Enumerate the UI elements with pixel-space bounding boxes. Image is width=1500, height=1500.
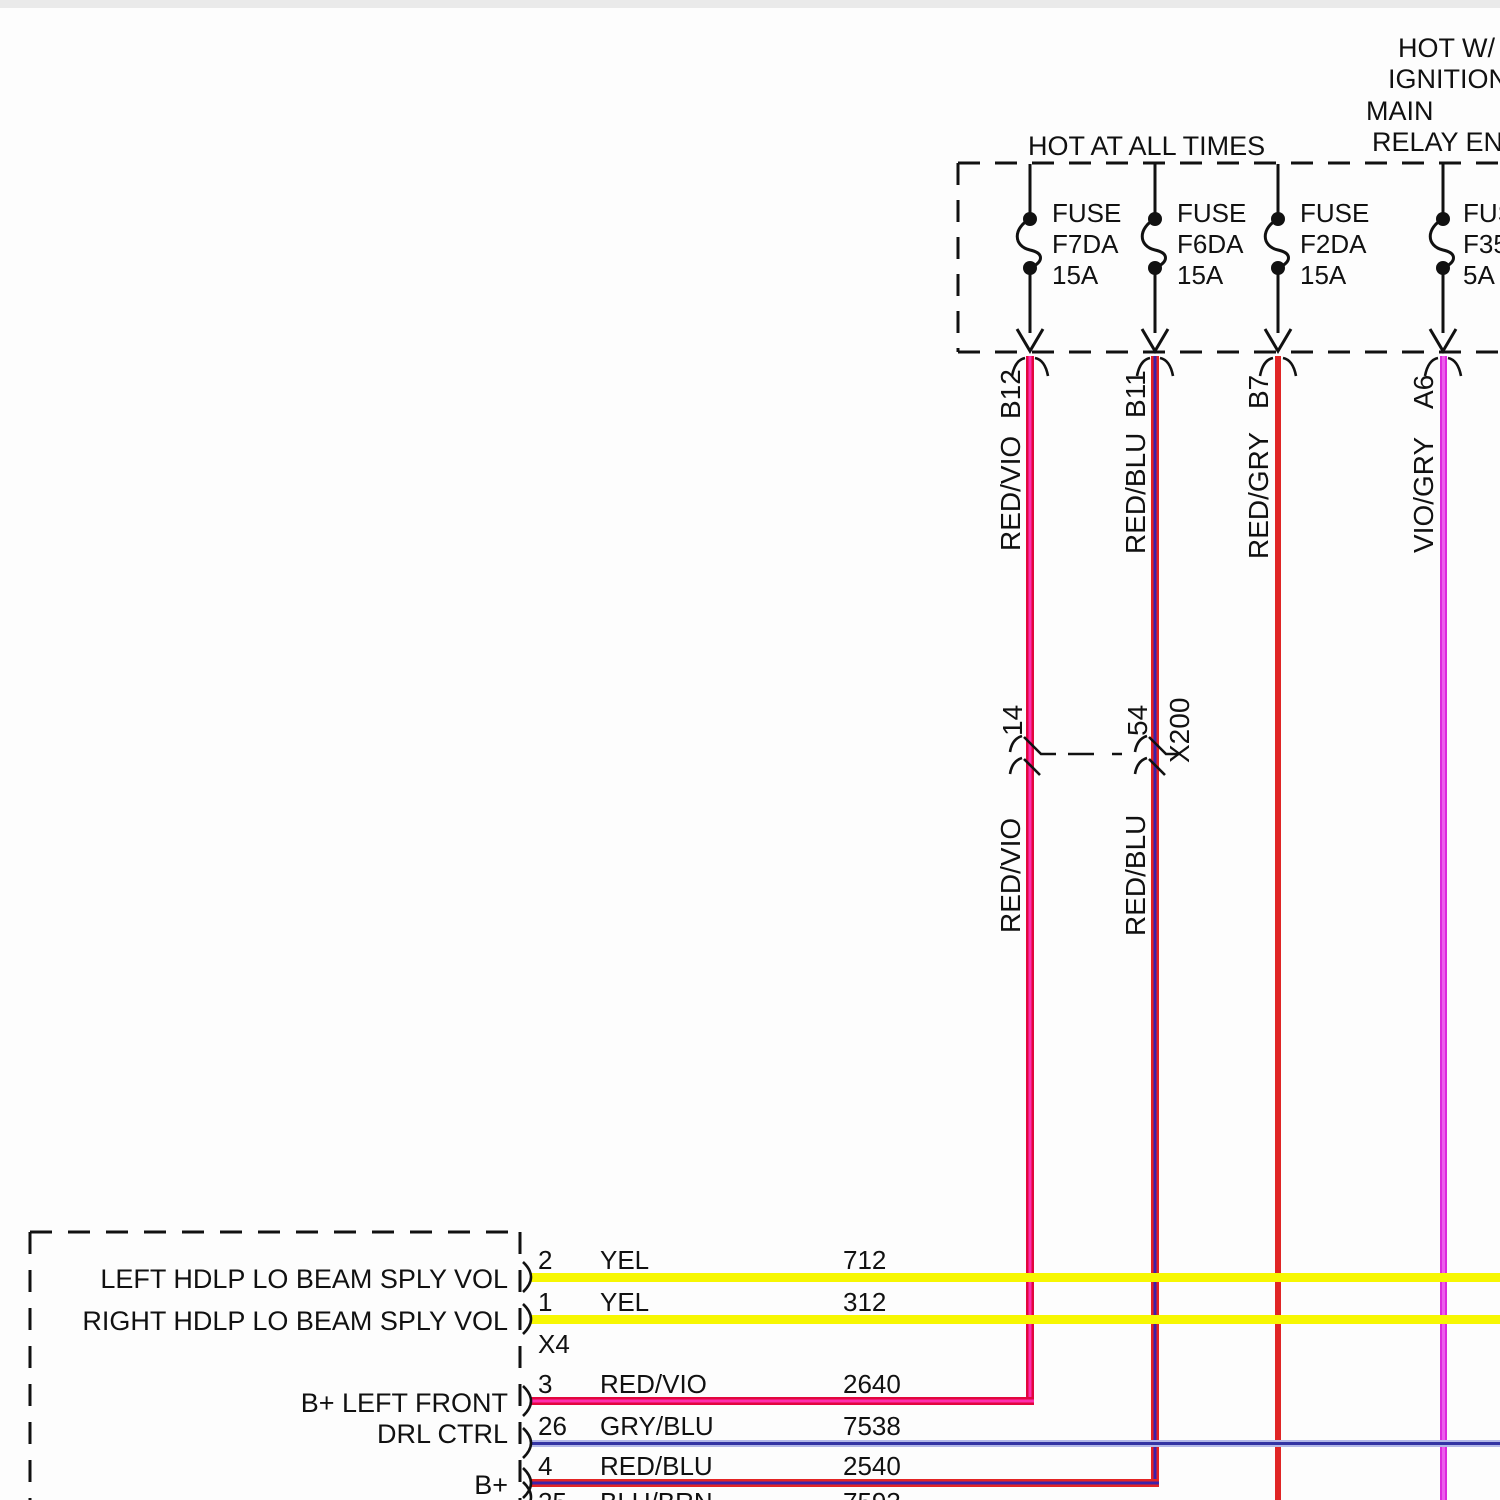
- banner-main: MAIN: [1366, 96, 1434, 126]
- banner-ignition: IGNITION: [1388, 64, 1500, 94]
- fuse3-rating: 15A: [1300, 260, 1347, 290]
- pin-2: 2: [538, 1245, 553, 1275]
- module-func-b-plus: B+: [474, 1470, 508, 1500]
- wire-label-red-vio-upper: RED/VIO: [995, 435, 1026, 551]
- pin-3-color: RED/VIO: [600, 1369, 707, 1399]
- wire-b7-red-gry-vertical: [1275, 356, 1281, 1500]
- pin-4-color: RED/BLU: [600, 1451, 713, 1481]
- fuse3-id: F2DA: [1300, 229, 1367, 259]
- screen-top-edge: [0, 0, 1500, 8]
- pin-26-color: GRY/BLU: [600, 1411, 714, 1441]
- x200-pin-54: 54: [1122, 704, 1153, 736]
- fuse1-rating: 15A: [1052, 260, 1099, 290]
- wire-label-red-blu-upper: RED/BLU: [1120, 432, 1151, 554]
- module-func-drl-ctrl: DRL CTRL: [376, 1419, 508, 1449]
- fuse1-label: FUSE: [1052, 198, 1122, 228]
- pin-26: 26: [538, 1411, 567, 1441]
- terminal-b12: B12: [995, 369, 1026, 419]
- fuse4-label: FUSE: [1463, 198, 1500, 228]
- wire-a6-vio-gry-vertical: [1440, 356, 1447, 1500]
- terminal-a6: A6: [1408, 374, 1439, 410]
- wire-712-yel-horizontal: [531, 1273, 1500, 1282]
- terminal-b11: B11: [1120, 370, 1151, 418]
- wire-b12-red-vio-vertical: [1026, 356, 1034, 1405]
- circuit-7593: 7593: [843, 1487, 901, 1500]
- fuse-terminal-dots: [1023, 212, 1450, 275]
- fuse4-id: F35: [1463, 229, 1500, 259]
- banner-relay-ene: RELAY ENE: [1372, 127, 1500, 157]
- fuse2-label: FUSE: [1177, 198, 1247, 228]
- wire-7538-gry-blu-horizontal: [531, 1440, 1500, 1447]
- circuit-712: 712: [843, 1245, 887, 1275]
- x200-pin-14: 14: [997, 704, 1028, 736]
- fuse2-rating: 15A: [1177, 260, 1224, 290]
- wire-312-yel-horizontal: [531, 1315, 1500, 1324]
- circuit-2640: 2640: [843, 1369, 901, 1399]
- x200-connector-label: X200: [1164, 697, 1195, 763]
- pin-4: 4: [538, 1451, 553, 1481]
- wire-b11-red-blu-vertical: [1151, 356, 1159, 1487]
- fuse-block-dashed-box: [956, 161, 1500, 354]
- fuse-symbol-f2da: [1263, 164, 1293, 354]
- module-pin-brackets: [522, 1261, 533, 1500]
- wire-label-red-gry: RED/GRY: [1243, 431, 1274, 559]
- inline-connector-x200-symbol: [1008, 734, 1181, 776]
- fuse-symbol-f7da: [1015, 164, 1045, 354]
- terminal-b7: B7: [1243, 374, 1274, 410]
- pin-2-color: YEL: [600, 1245, 650, 1275]
- fuse4-rating: 5A: [1463, 260, 1495, 290]
- module-func-right-hdlp-lo-beam: RIGHT HDLP LO BEAM SPLY VOL: [82, 1306, 508, 1336]
- wire-label-vio-gry: VIO/GRY: [1408, 436, 1439, 554]
- wire-2540-red-blu-horizontal: [531, 1479, 1159, 1487]
- circuit-312: 312: [843, 1287, 887, 1317]
- module-func-left-hdlp-lo-beam: LEFT HDLP LO BEAM SPLY VOL: [100, 1264, 508, 1294]
- circuit-2540: 2540: [843, 1451, 901, 1481]
- banner-hot-at-all-times: HOT AT ALL TIMES: [1028, 131, 1266, 161]
- pin-1: 1: [538, 1287, 553, 1317]
- fuse3-label: FUSE: [1300, 198, 1370, 228]
- module-dashed-box: [28, 1230, 522, 1500]
- pin-25: 25: [538, 1487, 567, 1500]
- pin-25-color: BLU/BRN: [600, 1487, 713, 1500]
- pin-3: 3: [538, 1369, 553, 1399]
- fuse-symbol-f35: [1428, 164, 1458, 354]
- wire-label-red-blu-lower: RED/BLU: [1120, 814, 1151, 936]
- fuse1-id: F7DA: [1052, 229, 1119, 259]
- fuse-output-terminal-brackets: [1010, 356, 1463, 377]
- wire-label-red-vio-lower: RED/VIO: [995, 817, 1026, 933]
- pin-1-color: YEL: [600, 1287, 650, 1317]
- module-connector-x4: X4: [538, 1329, 570, 1359]
- circuit-7538: 7538: [843, 1411, 901, 1441]
- wire-2640-red-vio-horizontal: [531, 1397, 1034, 1405]
- fuse2-id: F6DA: [1177, 229, 1244, 259]
- banner-hot-w: HOT W/: [1398, 33, 1495, 63]
- fuse-symbol-f6da: [1140, 164, 1170, 354]
- module-func-b-plus-left-front: B+ LEFT FRONT: [300, 1388, 508, 1418]
